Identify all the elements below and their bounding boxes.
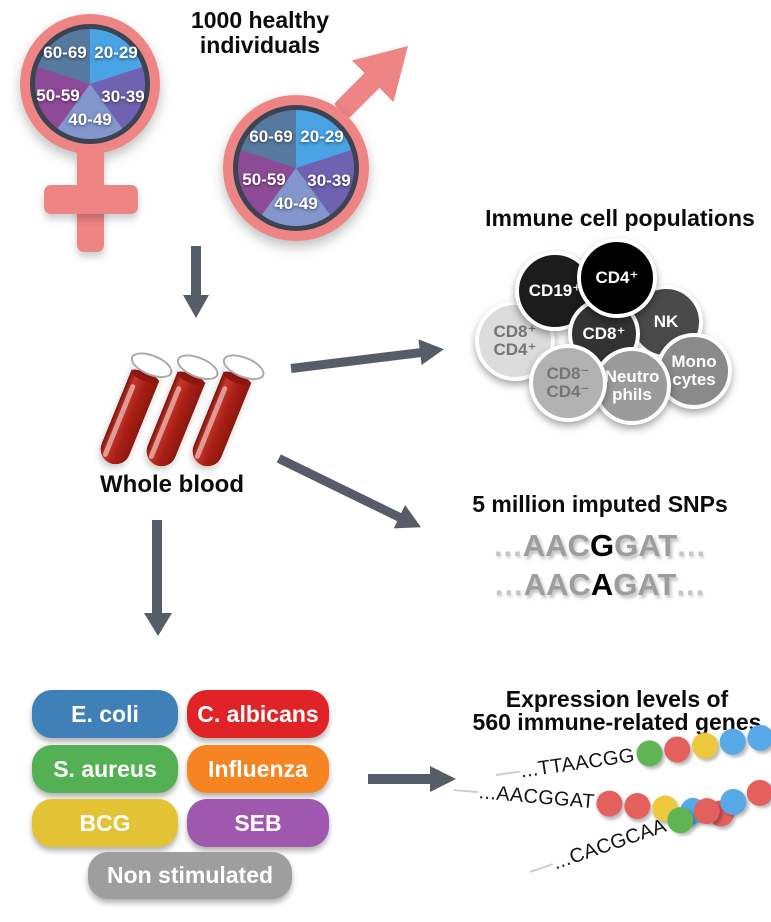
pill-label: Non stimulated: [106, 862, 274, 888]
immune-cells-heading: Immune cell populations: [485, 205, 755, 231]
cell-label: CD4⁻: [546, 382, 590, 401]
gene-sequence: ...TTAACGG: [519, 744, 636, 782]
snp-sequence-2: ...AACAGAT...: [415, 567, 771, 603]
cohort-title-line2: individuals: [199, 32, 321, 58]
pill-e-coli: E. coli: [32, 690, 178, 738]
arrow-shaft: [368, 774, 432, 784]
cell-label: CD8⁺: [582, 324, 626, 343]
age-group-label: 20-29: [300, 127, 344, 146]
sequence-before: AAC: [523, 567, 591, 602]
arrow-blood-to-stimulations-head: [144, 613, 172, 636]
cohort-title-line1: 1000 healthy: [190, 7, 330, 33]
sequence-before: AAC: [522, 528, 590, 563]
female-symbol-crossbar: [44, 185, 138, 214]
age-group-label: 30-39: [307, 171, 351, 190]
cell-label: NK: [653, 312, 679, 331]
cell-label: CD4⁺: [595, 268, 639, 287]
cell-label: CD4⁺: [493, 340, 537, 359]
expression-heading: Expression levels of 560 immune-related …: [462, 688, 771, 734]
cohort-title: 1000 healthy individuals: [160, 8, 360, 58]
whole-blood-label: Whole blood: [100, 471, 244, 498]
pill-label: BCG: [79, 809, 131, 836]
pill-s-aureus: S. aureus: [32, 745, 178, 793]
cell-cd8neg-cd4neg: CD8⁻ CD4⁻: [529, 344, 607, 422]
gene-sequence: ...AACGGAT: [477, 780, 596, 813]
pill-label: S. aureus: [53, 755, 157, 782]
sequence-after: GAT: [613, 567, 677, 602]
snp-sequence-1: ...AACGGAT...: [415, 528, 771, 564]
snp-variant-letter: G: [589, 528, 615, 563]
gene-sequence: ...CACGCAA: [549, 814, 670, 874]
cell-label: cytes: [672, 370, 716, 389]
red-expression-dot: [595, 789, 624, 818]
sequence-prefix: ...: [494, 567, 524, 602]
age-group-label: 30-39: [101, 87, 145, 106]
green-expression-dot: [634, 738, 665, 769]
cell-label: CD19⁺: [528, 281, 582, 300]
male-age-pie-chart: 20-29 30-39 40-49 50-59 60-69: [238, 110, 354, 226]
female-pie-ring: 20-29 30-39 40-49 50-59 60-69: [30, 24, 150, 144]
expression-heading-line1: Expression levels of: [505, 686, 729, 712]
male-pie-ring: 20-29 30-39 40-49 50-59 60-69: [233, 105, 359, 231]
female-symbol: 20-29 30-39 40-49 50-59 60-69: [20, 14, 160, 154]
cell-label: CD8⁻: [546, 364, 590, 383]
sequence-after: GAT: [614, 528, 678, 563]
age-group-label: 40-49: [68, 110, 112, 129]
pill-influenza: Influenza: [187, 745, 329, 793]
blood-tubes: [92, 340, 302, 490]
pill-seb: SEB: [187, 799, 329, 847]
blue-expression-dot: [745, 723, 771, 753]
arrow-cohort-to-blood-head: [183, 295, 209, 318]
pill-label: SEB: [234, 809, 282, 836]
pill-label: C. albicans: [197, 700, 319, 727]
snps-heading: 5 million imputed SNPs: [472, 491, 728, 517]
expression-heading-line2: 560 immune-related genes: [472, 709, 762, 735]
arrow-blood-to-stimulations: [152, 520, 162, 614]
strand-line: [529, 863, 554, 873]
cell-label: CD8⁺: [493, 322, 537, 341]
arrow-shaft: [290, 347, 423, 373]
yellow-expression-dot: [690, 730, 720, 761]
arrow-head: [430, 766, 456, 792]
pill-label: Influenza: [208, 755, 308, 782]
cell-label: Mono: [671, 352, 717, 371]
age-group-label: 40-49: [274, 194, 318, 213]
cell-label: Neutro: [604, 367, 660, 386]
snp-variant-letter: A: [590, 567, 614, 602]
age-group-label: 50-59: [242, 170, 286, 189]
blue-expression-dot: [717, 727, 748, 757]
pill-non-stimulated: Non stimulated: [88, 852, 292, 899]
red-expression-dot: [742, 776, 771, 810]
arrow-stimulations-to-expression: [368, 766, 456, 792]
age-group-label: 50-59: [36, 86, 80, 105]
cell-cd4pos: CD4⁺: [577, 238, 657, 318]
pill-label: E. coli: [71, 700, 139, 727]
arrow-blood-to-snps: [273, 446, 428, 540]
age-group-label: 60-69: [249, 127, 293, 146]
red-expression-dot: [623, 791, 652, 821]
pill-c-albicans: C. albicans: [187, 690, 329, 738]
female-age-pie-chart: 20-29 30-39 40-49 50-59 60-69: [35, 29, 145, 139]
pill-bcg: BCG: [32, 799, 178, 847]
gene-strand-3: ...CACGCAA: [526, 767, 771, 884]
arrow-cohort-to-blood: [191, 246, 201, 296]
arrow-head: [418, 336, 446, 366]
red-expression-dot: [662, 734, 692, 765]
male-symbol: 20-29 30-39 40-49 50-59 60-69: [223, 95, 369, 241]
sequence-prefix: ...: [493, 528, 523, 563]
strand-line: [453, 789, 478, 794]
arrow-blood-to-cells: [289, 336, 447, 381]
strand-line: [495, 770, 520, 776]
blue-expression-dot: [716, 785, 750, 819]
sequence-suffix: ...: [677, 528, 707, 563]
age-group-label: 20-29: [94, 43, 138, 62]
cell-label: phils: [612, 385, 652, 404]
age-group-label: 60-69: [43, 43, 87, 62]
sequence-suffix: ...: [676, 567, 706, 602]
